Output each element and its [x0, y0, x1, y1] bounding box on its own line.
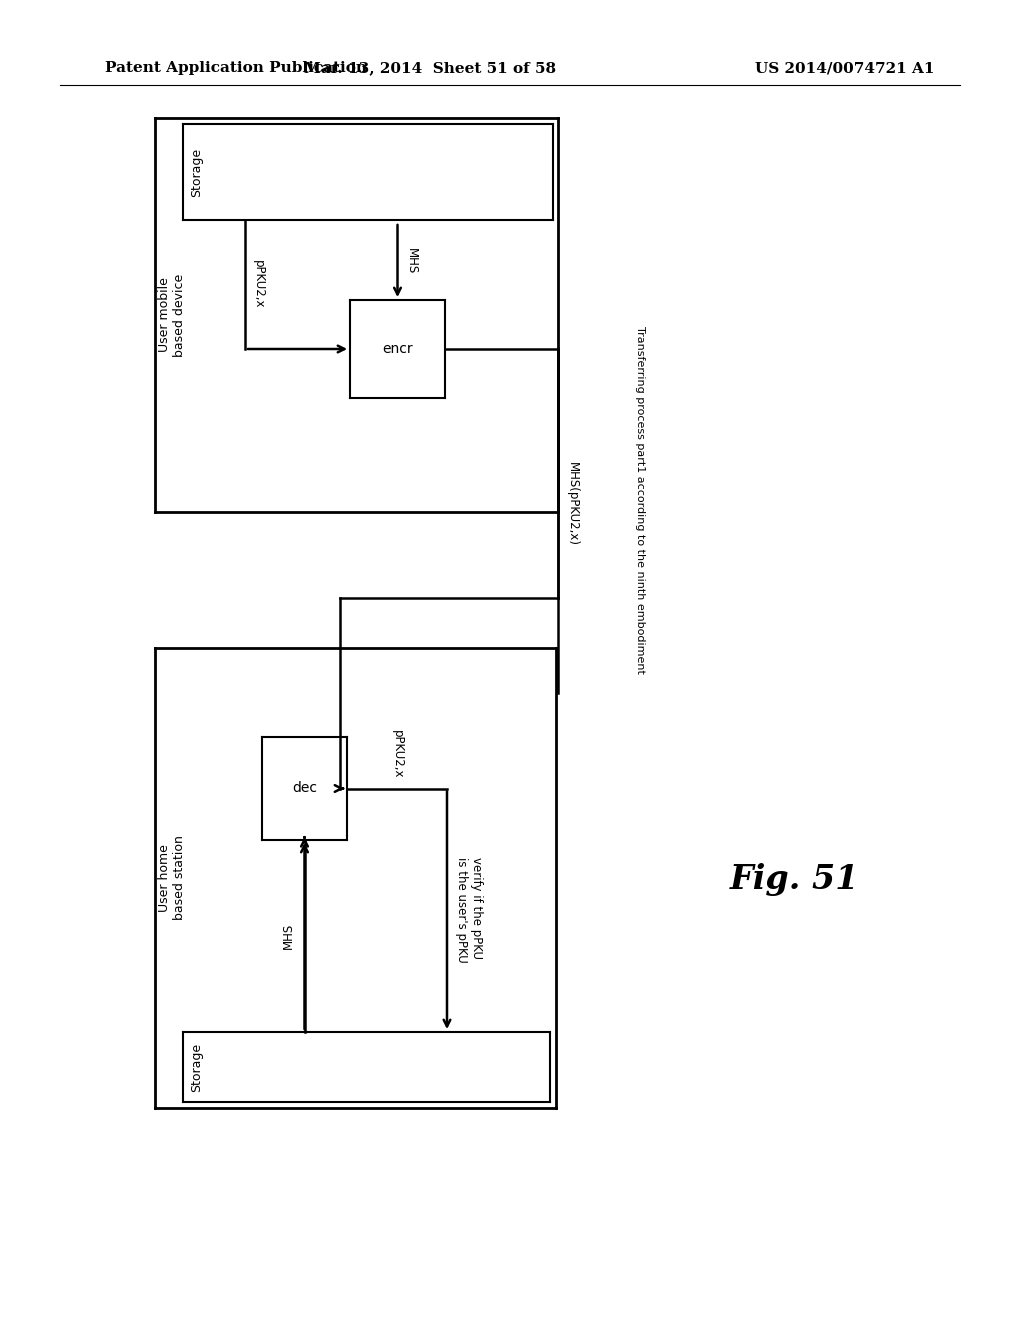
Text: pPKU2,x: pPKU2,x — [390, 730, 403, 779]
Text: MHS: MHS — [404, 248, 418, 275]
Text: Storage: Storage — [190, 148, 204, 197]
Text: MHS(pPKU2,x): MHS(pPKU2,x) — [566, 462, 579, 545]
Text: Fig. 51: Fig. 51 — [730, 863, 860, 896]
Text: encr: encr — [382, 342, 413, 356]
Text: User home
based station: User home based station — [158, 836, 186, 920]
Text: pPKU2,x: pPKU2,x — [252, 260, 265, 309]
Text: MHS: MHS — [282, 923, 295, 949]
Text: User mobile
based device: User mobile based device — [158, 273, 186, 356]
Text: Patent Application Publication: Patent Application Publication — [105, 61, 367, 75]
Text: Mar. 13, 2014  Sheet 51 of 58: Mar. 13, 2014 Sheet 51 of 58 — [304, 61, 556, 75]
Text: dec: dec — [292, 781, 317, 796]
Text: US 2014/0074721 A1: US 2014/0074721 A1 — [755, 61, 935, 75]
Text: verify if the pPKU
is the user's pPKU: verify if the pPKU is the user's pPKU — [455, 858, 483, 964]
Text: Storage: Storage — [190, 1043, 204, 1092]
Text: Transferring process part1 according to the ninth embodiment: Transferring process part1 according to … — [635, 326, 645, 675]
